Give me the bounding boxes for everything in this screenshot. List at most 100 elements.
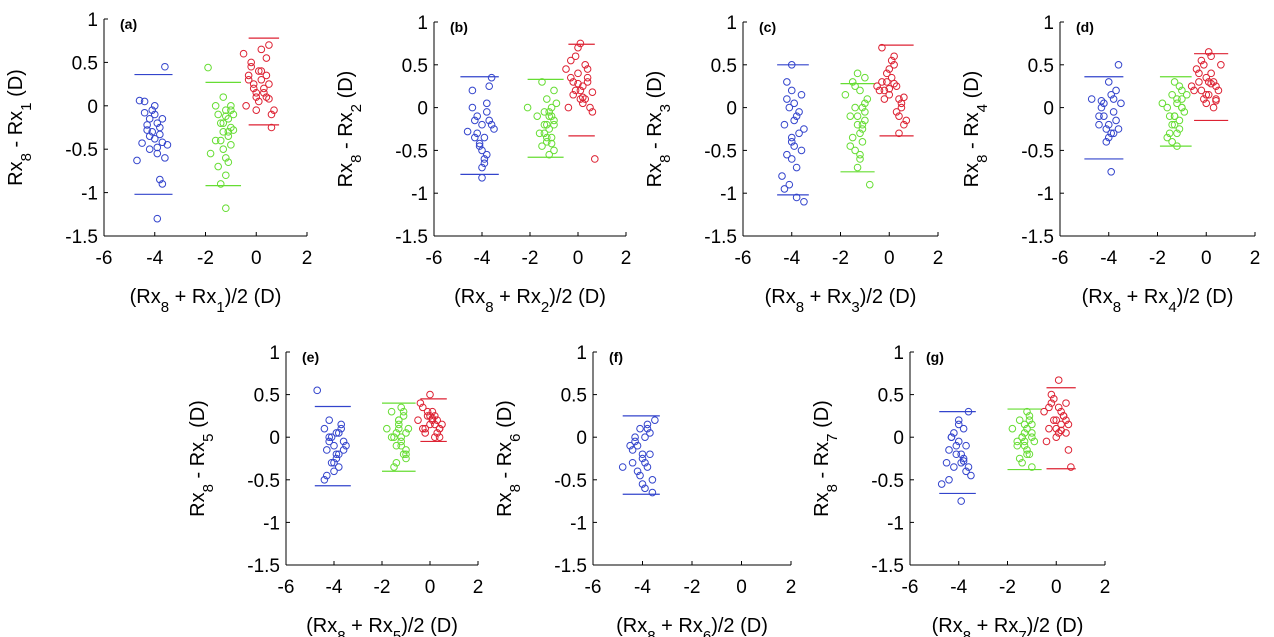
data-point	[325, 433, 334, 442]
data-point	[402, 446, 410, 454]
x-tick-label: 0	[251, 248, 262, 269]
data-point	[1170, 120, 1179, 129]
data-point	[547, 139, 556, 148]
data-point	[643, 424, 652, 433]
x-tick-label: -2	[374, 577, 391, 598]
data-point	[785, 103, 794, 112]
data-point	[143, 121, 151, 129]
data-point	[545, 108, 554, 116]
data-point	[856, 86, 864, 95]
data-point	[478, 163, 486, 172]
data-point	[222, 106, 230, 114]
y-tick-label: -0.5	[65, 140, 98, 161]
data-point	[158, 180, 167, 188]
x-tick-label: 0	[425, 577, 436, 598]
data-point	[1057, 426, 1065, 435]
data-point	[387, 407, 396, 416]
x-tick-label: 0	[1201, 248, 1212, 269]
data-point	[473, 129, 482, 138]
data-point	[337, 424, 346, 433]
data-point	[523, 103, 532, 112]
data-point	[229, 110, 238, 119]
x-tick-label: -6	[1052, 248, 1069, 269]
data-point	[265, 95, 273, 103]
data-point	[227, 123, 235, 132]
data-point	[1178, 95, 1186, 103]
data-point	[433, 429, 442, 437]
data-point	[249, 84, 258, 93]
data-point	[1178, 103, 1186, 112]
x-tick-label: -4	[783, 248, 800, 269]
data-point	[145, 145, 154, 153]
data-point	[1015, 454, 1024, 463]
data-point	[1045, 403, 1053, 412]
data-point	[416, 399, 425, 407]
x-tick-label: -4	[146, 248, 163, 269]
x-axis-label: (Rx8 + Rx7)/2 (D)	[932, 615, 1084, 637]
data-point	[581, 95, 590, 103]
data-point	[435, 424, 444, 433]
data-point	[211, 136, 220, 145]
y-tick-label: 0	[417, 99, 428, 120]
data-point	[1100, 99, 1108, 108]
data-point	[574, 79, 582, 88]
data-point	[222, 204, 230, 213]
data-point	[783, 95, 791, 103]
data-point	[265, 80, 273, 88]
y-axis-label: Rx8 - Rx2 (D)	[335, 71, 365, 188]
data-point	[633, 467, 642, 476]
data-point	[335, 450, 343, 459]
y-tick-label: -0.5	[871, 471, 904, 492]
data-point	[267, 123, 276, 132]
data-point	[473, 112, 482, 120]
data-point	[638, 454, 647, 463]
data-point	[216, 180, 225, 188]
data-point	[957, 497, 965, 505]
data-point	[576, 86, 585, 95]
data-point	[545, 150, 554, 159]
data-point	[222, 171, 230, 180]
series-1	[777, 61, 809, 206]
data-point	[1107, 168, 1115, 176]
y-tick-label: 0	[726, 99, 737, 120]
data-point	[1025, 416, 1034, 424]
data-point	[967, 471, 975, 480]
y-tick-label: -1	[570, 513, 587, 534]
data-point	[1165, 129, 1174, 138]
data-point	[1023, 424, 1031, 433]
data-point	[395, 420, 403, 429]
y-tick-label: -1	[720, 184, 737, 205]
data-point	[478, 173, 486, 182]
data-point	[487, 73, 496, 82]
data-point	[471, 116, 479, 125]
panel-a: -1.5 -1 -0.5 0 0.5 1 -6 -4 -2 0 2 (a) (Rx8 + Rx1)/2 …	[5, 10, 312, 316]
y-axis-label: Rx8 - Rx5 (D)	[187, 400, 217, 517]
data-point	[574, 43, 582, 52]
panel-g: -1.5 -1 -0.5 0 0.5 1 -6 -4 -2 0 2 (g) (Rx8 + Rx7)/2 …	[811, 343, 1110, 637]
data-point	[567, 56, 575, 65]
y-axis-label: Rx8 - Rx7 (D)	[811, 400, 841, 517]
x-tick-label: -6	[96, 248, 113, 269]
data-point	[574, 69, 582, 78]
data-point	[1187, 82, 1196, 90]
data-point	[1163, 103, 1172, 112]
data-point	[545, 125, 554, 133]
y-tick-label: -1	[1037, 184, 1054, 205]
data-point	[1109, 95, 1118, 103]
data-point	[787, 155, 796, 163]
data-point	[399, 450, 408, 459]
data-point	[229, 126, 238, 134]
data-point	[138, 139, 146, 147]
data-point	[219, 119, 228, 127]
data-point	[535, 129, 544, 138]
data-point	[402, 450, 410, 459]
data-point	[1057, 420, 1065, 429]
data-point	[853, 120, 862, 129]
data-point	[247, 58, 255, 67]
series-2	[840, 69, 875, 189]
data-point	[636, 424, 644, 433]
data-point	[150, 110, 159, 119]
data-point	[1059, 412, 1068, 420]
y-tick-label: 0	[1043, 99, 1054, 120]
